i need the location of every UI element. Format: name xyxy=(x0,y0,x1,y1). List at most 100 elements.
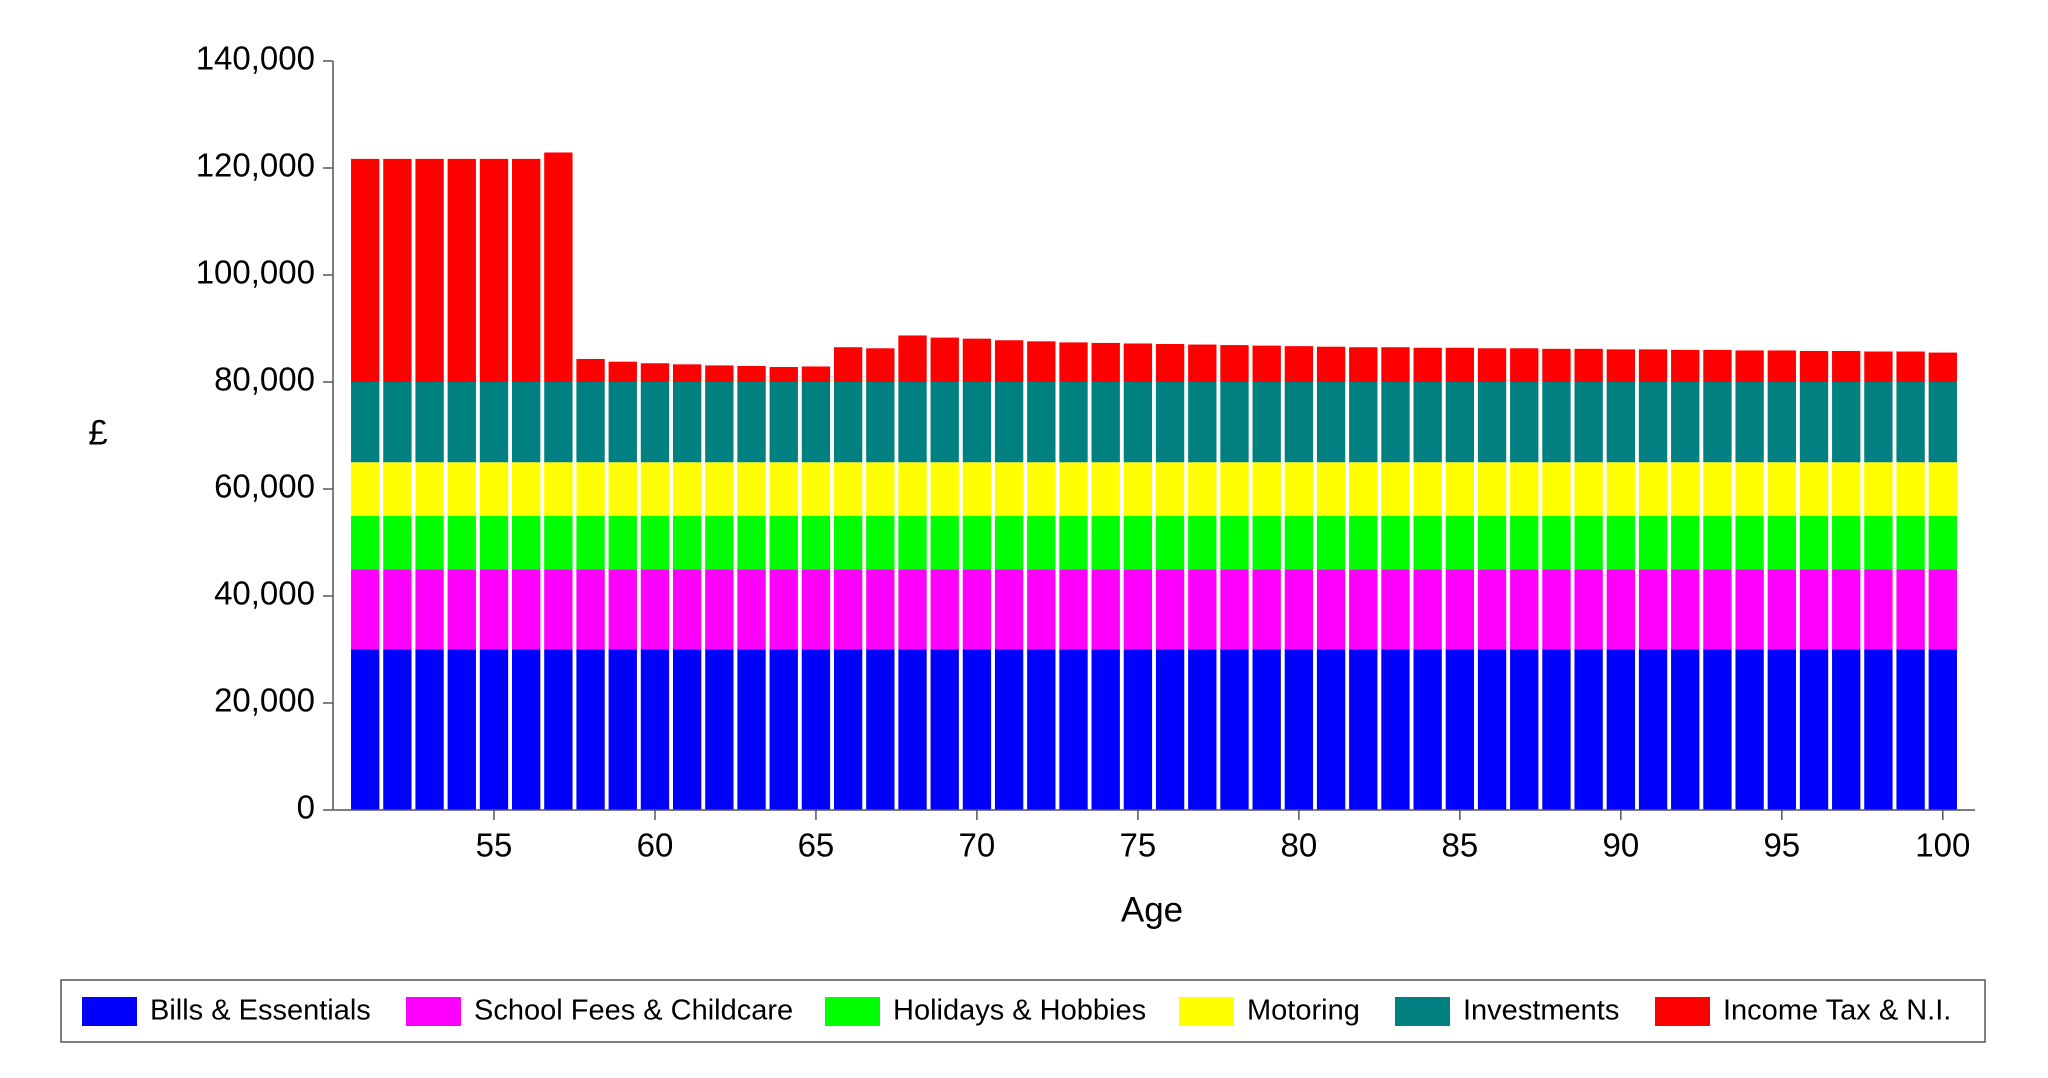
bar-segment xyxy=(608,361,637,382)
bar-segment xyxy=(962,462,992,516)
x-tick-label: 90 xyxy=(1602,827,1639,864)
bar-segment xyxy=(1510,569,1539,650)
bar-segment xyxy=(898,569,927,650)
bar-segment xyxy=(833,462,863,516)
bar-segment xyxy=(1027,649,1056,810)
bar-segment xyxy=(1767,515,1796,570)
bar-segment xyxy=(898,382,927,463)
bar-segment xyxy=(1188,344,1217,382)
bar-segment xyxy=(994,515,1024,570)
legend-label: Bills & Essentials xyxy=(150,995,371,1027)
bar-segment xyxy=(1799,515,1829,570)
bar-segment xyxy=(866,462,895,516)
bar-segment xyxy=(1574,462,1603,516)
x-tick-label: 65 xyxy=(798,827,835,864)
bar-segment xyxy=(930,649,959,810)
bar-segment xyxy=(1445,649,1475,810)
bar-segment xyxy=(479,462,509,516)
bar-segment xyxy=(512,462,541,516)
bar-segment xyxy=(866,649,895,810)
bar-segment xyxy=(705,382,734,463)
legend-label: Investments xyxy=(1463,995,1619,1027)
bar-segment xyxy=(1703,569,1732,650)
bar-segment xyxy=(1928,569,1957,650)
bar-segment xyxy=(1381,569,1410,650)
bar-segment xyxy=(1188,569,1217,650)
bar-segment xyxy=(1606,515,1636,570)
bar-segment xyxy=(1059,649,1088,810)
bar-segment xyxy=(479,649,509,810)
bar-segment xyxy=(1381,649,1410,810)
bar-segment xyxy=(1735,462,1764,516)
bar-segment xyxy=(1220,515,1249,570)
bar-segment xyxy=(930,462,959,516)
bar-segment xyxy=(608,462,637,516)
bar-segment xyxy=(866,515,895,570)
bar-segment xyxy=(769,649,798,810)
bar-segment xyxy=(1832,569,1861,650)
bar-segment xyxy=(1252,649,1281,810)
bar-segment xyxy=(1284,346,1314,382)
bar-segment xyxy=(1638,515,1668,570)
bar-segment xyxy=(1799,350,1829,382)
bar-segment xyxy=(447,158,476,382)
bar-segment xyxy=(1284,515,1314,570)
bar-segment xyxy=(608,382,637,463)
bar-segment xyxy=(1510,348,1539,382)
bar-segment xyxy=(1574,382,1603,463)
bar-segment xyxy=(1316,462,1346,516)
bar-segment xyxy=(1606,462,1636,516)
bar-segment xyxy=(544,382,573,463)
bar-segment xyxy=(544,152,573,382)
bar-segment xyxy=(769,569,798,650)
bar-segment xyxy=(1542,382,1571,463)
bar-segment xyxy=(705,515,734,570)
bar-segment xyxy=(1703,649,1732,810)
bar-segment xyxy=(1413,569,1442,650)
bar-segment xyxy=(1123,382,1153,463)
x-tick-label: 85 xyxy=(1442,827,1479,864)
bar-segment xyxy=(576,462,605,516)
bar-segment xyxy=(1864,649,1893,810)
bar-segment xyxy=(672,382,702,463)
bar-segment xyxy=(994,382,1024,463)
bar-segment xyxy=(1477,649,1507,810)
bar-segment xyxy=(962,338,992,382)
bar-segment xyxy=(1767,569,1796,650)
bar-segment xyxy=(447,649,476,810)
bar-segment xyxy=(1445,569,1475,650)
bar-segment xyxy=(351,569,380,650)
bar-segment xyxy=(1316,649,1346,810)
bar-segment xyxy=(447,515,476,570)
bar-segment xyxy=(1413,649,1442,810)
bar-segment xyxy=(1220,382,1249,463)
bar-segment xyxy=(1606,382,1636,463)
bar-segment xyxy=(1284,569,1314,650)
bar-segment xyxy=(383,569,412,650)
bar-segment xyxy=(1349,569,1378,650)
bar-segment xyxy=(351,382,380,463)
bar-segment xyxy=(1445,515,1475,570)
bar-segment xyxy=(1413,462,1442,516)
bar-segment xyxy=(544,569,573,650)
bar-segment xyxy=(1832,350,1861,382)
bar-segment xyxy=(1542,348,1571,382)
bar-segment xyxy=(447,382,476,463)
bar-segment xyxy=(737,382,766,463)
bar-segment xyxy=(1284,382,1314,463)
bar-segment xyxy=(1091,569,1120,650)
bar-segment xyxy=(769,462,798,516)
bar-segment xyxy=(1638,349,1668,382)
bar-segment xyxy=(512,515,541,570)
bar-segment xyxy=(1767,462,1796,516)
bar-segment xyxy=(351,515,380,570)
bar-segment xyxy=(1606,569,1636,650)
bar-segment xyxy=(415,462,444,516)
bar-segment xyxy=(1220,569,1249,650)
bar-segment xyxy=(1574,348,1603,382)
bar-segment xyxy=(1896,351,1925,382)
bar-segment xyxy=(898,515,927,570)
bar-segment xyxy=(1896,462,1925,516)
bar-segment xyxy=(512,649,541,810)
